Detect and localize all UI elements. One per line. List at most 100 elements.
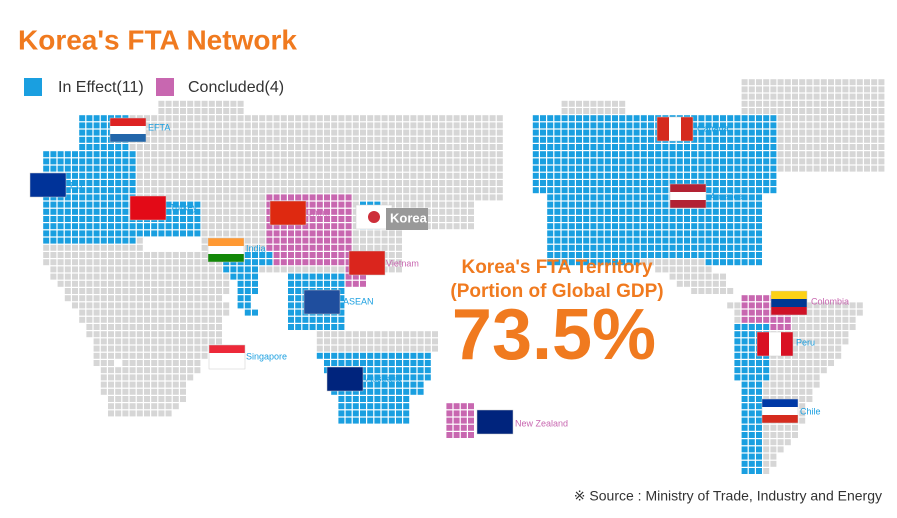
- map-dot: [345, 158, 352, 165]
- map-dot: [309, 158, 316, 165]
- map-dot: [288, 273, 294, 280]
- flag-stripe: [110, 134, 146, 142]
- flag-stripe: [762, 399, 798, 407]
- map-dot: [288, 187, 294, 194]
- map-dot: [180, 172, 186, 179]
- map-dot: [619, 122, 626, 129]
- map-dot: [216, 331, 222, 338]
- map-dot: [194, 280, 201, 287]
- map-dot: [180, 259, 186, 266]
- map-dot: [100, 288, 107, 294]
- map-dot: [324, 352, 330, 359]
- map-dot: [496, 136, 503, 143]
- map-dot: [770, 129, 777, 136]
- map-dot: [554, 144, 561, 150]
- map-dot: [338, 180, 345, 186]
- map-dot: [129, 352, 136, 359]
- map-dot: [165, 410, 172, 417]
- map-dot: [194, 172, 201, 179]
- map-dot: [165, 273, 172, 280]
- map-dot: [259, 115, 266, 122]
- map-dot: [590, 172, 597, 179]
- map-dot: [79, 180, 86, 186]
- map-dot: [446, 432, 453, 438]
- map-dot: [144, 151, 150, 158]
- map-dot: [727, 158, 734, 165]
- map-dot: [820, 324, 827, 330]
- map-dot: [223, 288, 230, 294]
- map-dot: [187, 122, 194, 129]
- map-dot: [345, 172, 352, 179]
- map-dot: [252, 115, 258, 122]
- map-dot: [115, 187, 122, 194]
- map-dot: [360, 338, 366, 345]
- map-dot: [568, 165, 575, 172]
- map-dot: [108, 288, 114, 294]
- map-dot: [432, 345, 438, 352]
- map-dot: [237, 144, 244, 150]
- map-dot: [446, 403, 453, 410]
- map-dot: [424, 367, 431, 374]
- map-dot: [223, 230, 230, 237]
- map-dot: [583, 208, 590, 215]
- map-dot: [187, 266, 194, 273]
- map-dot: [835, 352, 842, 359]
- map-dot: [741, 295, 748, 302]
- map-dot: [93, 309, 100, 316]
- map-dot: [295, 324, 302, 330]
- map-dot: [532, 165, 539, 172]
- map-dot: [561, 230, 568, 237]
- map-dot: [136, 237, 143, 244]
- map-dot: [820, 86, 827, 93]
- map-dot: [396, 244, 402, 251]
- map-dot: [252, 158, 258, 165]
- map-dot: [324, 165, 330, 172]
- flag-stripe: [477, 426, 513, 434]
- map-dot: [842, 86, 849, 93]
- map-dot: [237, 165, 244, 172]
- map-dot: [208, 266, 215, 273]
- map-dot: [331, 151, 338, 158]
- map-dot: [806, 345, 813, 352]
- map-dot: [345, 396, 352, 402]
- map-dot: [288, 288, 294, 294]
- map-dot: [806, 100, 813, 107]
- map-dot: [237, 208, 244, 215]
- map-dot: [295, 158, 302, 165]
- map-dot: [417, 338, 424, 345]
- map-dot: [187, 187, 194, 194]
- map-dot: [446, 201, 453, 208]
- map-dot: [799, 367, 806, 374]
- map-dot: [540, 180, 546, 186]
- map-dot: [331, 324, 338, 330]
- map-dot: [468, 165, 474, 172]
- map-dot: [626, 115, 633, 122]
- map-dot: [806, 115, 813, 122]
- map-dot: [396, 403, 402, 410]
- map-dot: [252, 266, 258, 273]
- map-dot: [79, 266, 86, 273]
- country-label: EU: [70, 180, 83, 190]
- map-dot: [734, 345, 741, 352]
- map-dot: [576, 180, 582, 186]
- map-dot: [93, 223, 100, 230]
- map-dot: [115, 237, 122, 244]
- map-dot: [698, 165, 705, 172]
- map-dot: [828, 158, 834, 165]
- map-dot: [252, 208, 258, 215]
- map-dot: [612, 259, 618, 266]
- map-dot: [115, 151, 122, 158]
- map-dot: [136, 280, 143, 287]
- map-dot: [93, 280, 100, 287]
- map-dot: [705, 129, 712, 136]
- map-dot: [144, 172, 150, 179]
- map-dot: [165, 360, 172, 366]
- flag-border: [269, 200, 307, 226]
- map-dot: [331, 360, 338, 366]
- map-dot: [741, 410, 748, 417]
- map-dot: [763, 453, 770, 460]
- map-dot: [842, 151, 849, 158]
- map-dot: [208, 129, 215, 136]
- map-dot: [252, 129, 258, 136]
- map-dot: [604, 158, 611, 165]
